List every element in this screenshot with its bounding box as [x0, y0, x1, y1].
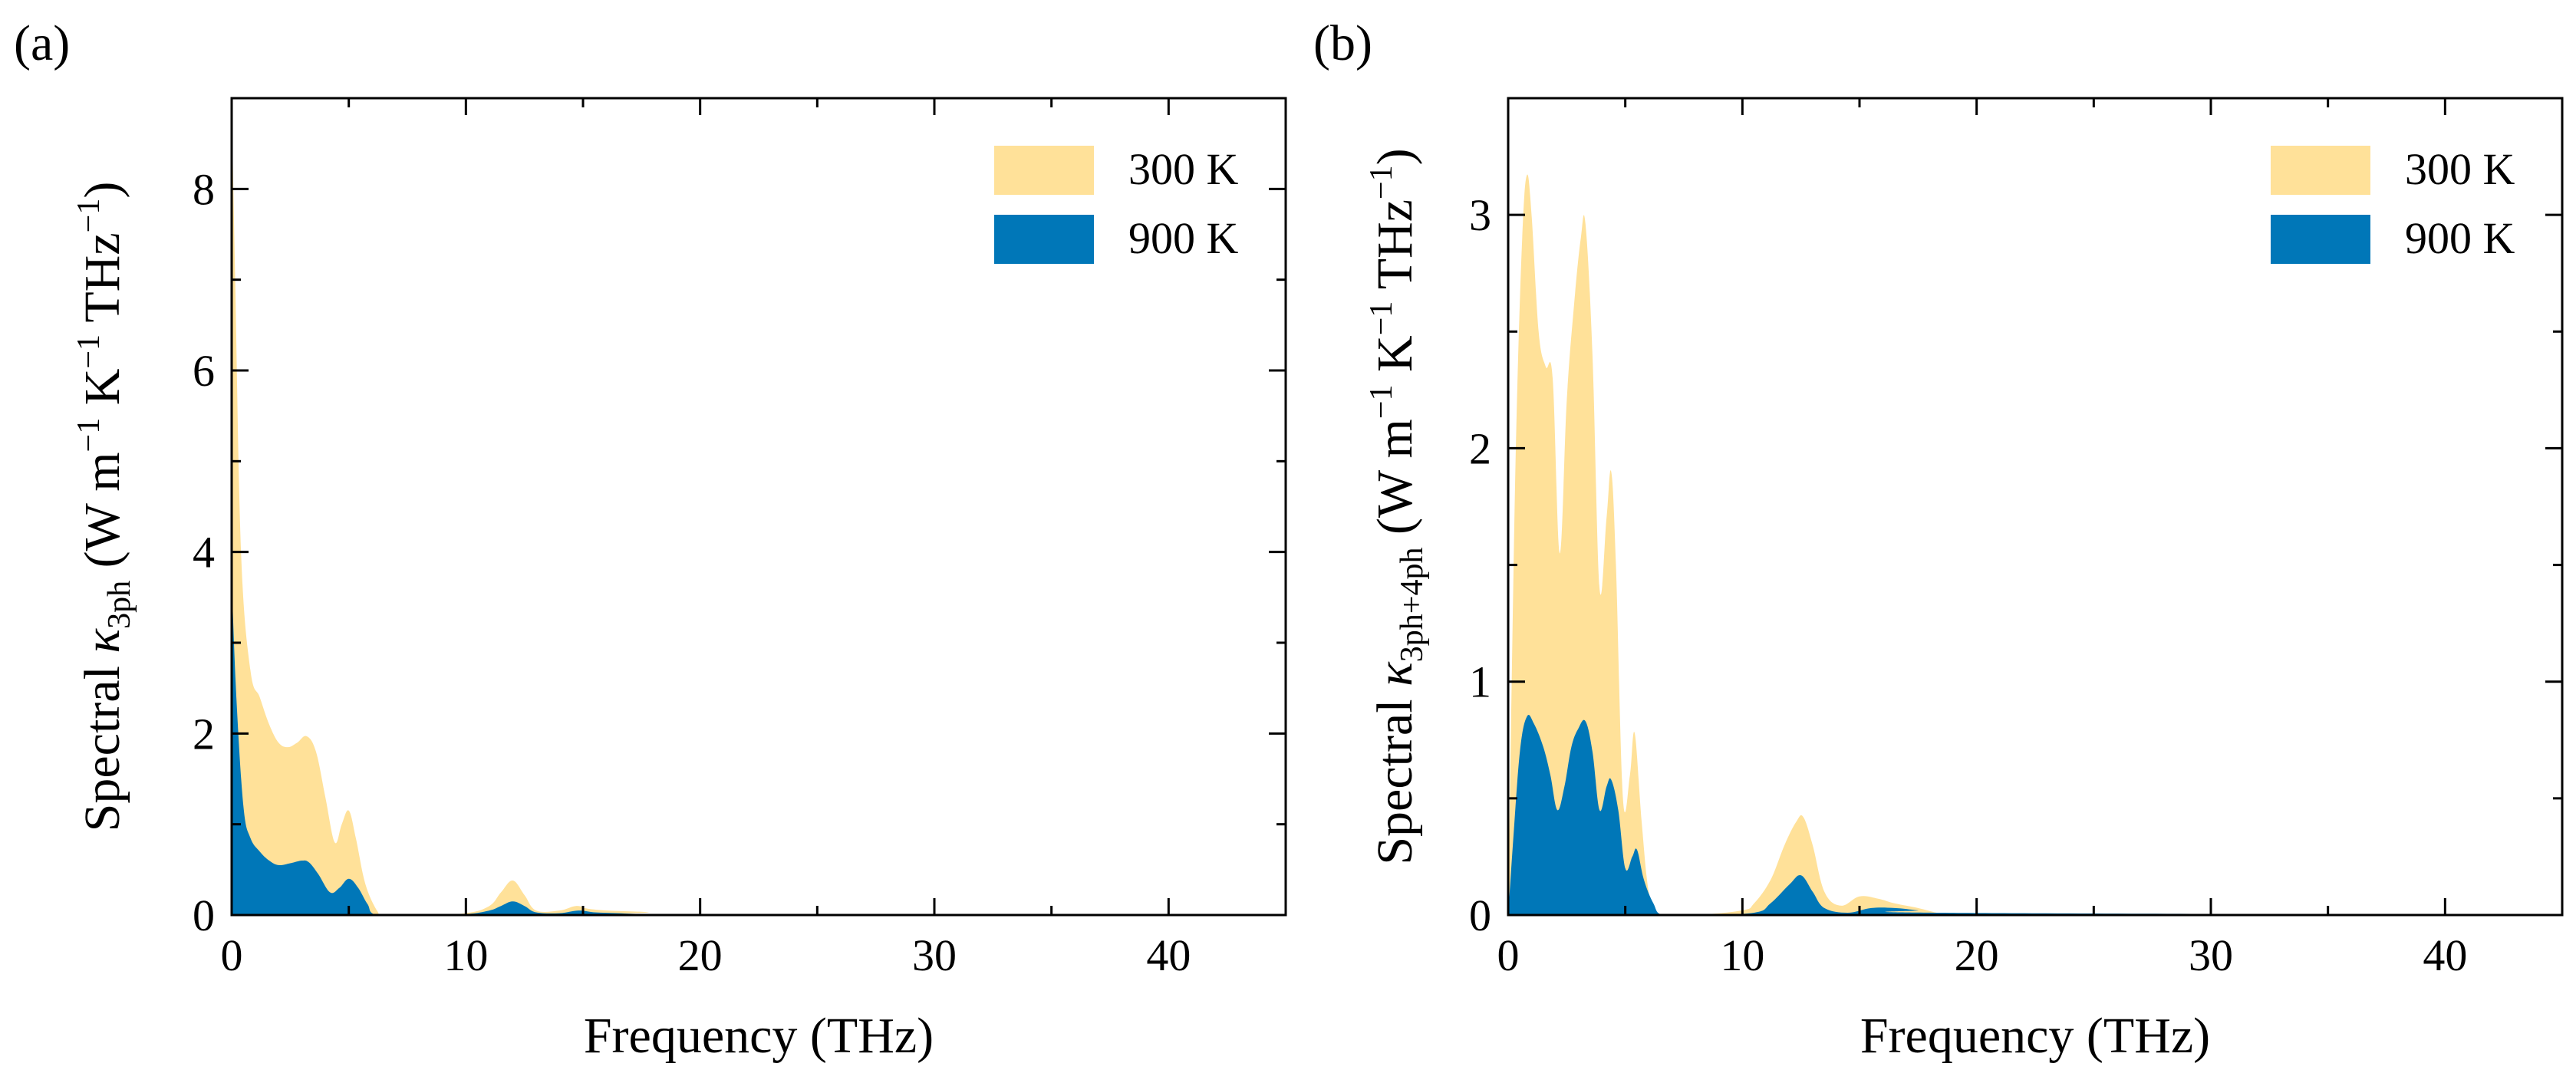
panel-label: (a): [14, 15, 70, 71]
legend-swatch: [2271, 146, 2370, 195]
y-tick-label: 8: [193, 164, 215, 214]
y-tick-label: 3: [1469, 190, 1491, 240]
series-area-300k: [232, 98, 1286, 915]
legend-label: 900 K: [2405, 213, 2515, 263]
x-tick-label: 30: [2189, 930, 2233, 980]
x-tick-label: 40: [1146, 930, 1191, 980]
x-axis-label: Frequency (THz): [1860, 1008, 2210, 1064]
series-area-300k: [1508, 174, 2562, 915]
legend-label: 900 K: [1128, 213, 1239, 263]
legend-label: 300 K: [2405, 144, 2515, 194]
y-tick-label: 1: [1469, 657, 1491, 707]
panel-b: 0 10 20 30 40 0 1 2 3 Frequency (THz) Spectral κ3p…: [1313, 15, 2564, 1064]
y-tick-label: 6: [193, 346, 215, 396]
plot-area: [232, 98, 1286, 915]
x-tick-label: 0: [1497, 930, 1520, 980]
series-area-900k: [232, 579, 1286, 915]
legend-swatch: [994, 215, 1094, 264]
axes-frame: [1507, 97, 2564, 917]
plot-area: [1508, 174, 2562, 915]
panel-a: 0 10 20 30 40 0 2 4 6 8 Frequency (THz) Spectral κ3…: [14, 15, 1287, 1064]
legend: 300 K 900 K: [994, 144, 1239, 264]
y-axis-label: Spectral κ3ph (W m−1 K−1 THz−1): [71, 182, 137, 832]
y-axis-label: Spectral κ3ph+4ph (W m−1 K−1 THz−1): [1364, 148, 1430, 864]
x-tick-label: 40: [2423, 930, 2467, 980]
y-tick-label: 0: [1469, 890, 1491, 940]
panel-label: (b): [1313, 15, 1372, 71]
x-tick-label: 10: [1720, 930, 1764, 980]
series-area-900k: [1508, 715, 2562, 915]
legend: 300 K 900 K: [2271, 144, 2515, 264]
y-tick-label: 2: [193, 709, 215, 759]
x-tick-label: 20: [1955, 930, 1999, 980]
axes-frame: [230, 97, 1287, 917]
x-tick-label: 20: [678, 930, 723, 980]
x-tick-label: 10: [443, 930, 488, 980]
y-tick-label: 2: [1469, 423, 1491, 473]
x-tick-label: 0: [221, 930, 243, 980]
y-tick-label: 0: [193, 890, 215, 940]
legend-label: 300 K: [1128, 144, 1239, 194]
x-axis-label: Frequency (THz): [584, 1008, 934, 1064]
y-tick-label: 4: [193, 528, 215, 578]
legend-swatch: [994, 146, 1094, 195]
legend-swatch: [2271, 215, 2370, 264]
x-tick-label: 30: [912, 930, 957, 980]
